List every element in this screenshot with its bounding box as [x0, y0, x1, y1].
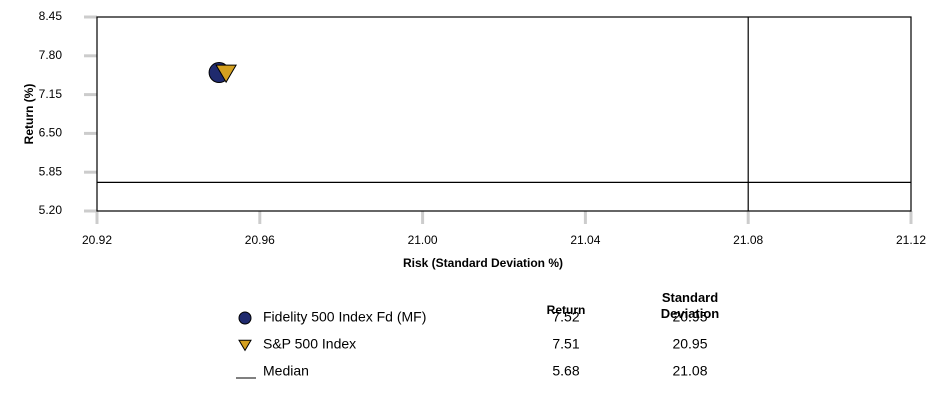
table-header: Standard Deviation	[660, 290, 720, 321]
y-axis-label: Return (%)	[22, 84, 36, 145]
y-tick-label: 7.15	[39, 87, 63, 101]
x-tick-label: 21.00	[408, 233, 438, 247]
x-axis-label: Risk (Standard Deviation %)	[403, 256, 563, 270]
x-tick-label: 20.96	[245, 233, 275, 247]
plot-frame	[96, 16, 912, 212]
x-tick-label: 21.12	[896, 233, 926, 247]
table-cell: 7.52	[552, 309, 579, 325]
y-tick-label: 7.80	[39, 48, 63, 62]
y-tick-label: 6.50	[39, 126, 63, 140]
table-cell: 20.95	[672, 309, 707, 325]
point	[215, 64, 237, 84]
legend-label: S&P 500 Index	[263, 336, 356, 352]
x-tick-label: 21.08	[733, 233, 763, 247]
table-cell: 7.51	[552, 336, 579, 352]
x-tick-label: 21.04	[570, 233, 600, 247]
table-cell: 5.68	[552, 363, 579, 379]
legend-label: Median	[263, 363, 309, 379]
table-header: Return	[547, 303, 586, 317]
y-tick-label: 5.85	[39, 164, 63, 178]
y-tick-label: 5.20	[39, 203, 63, 217]
table-cell: 20.95	[672, 336, 707, 352]
x-tick-label: 20.92	[82, 233, 112, 247]
legend-marker	[238, 311, 252, 325]
legend-label: Fidelity 500 Index Fd (MF)	[263, 309, 426, 325]
table-cell: 21.08	[672, 363, 707, 379]
y-tick-label: 8.45	[39, 9, 63, 23]
legend-marker	[238, 339, 252, 352]
